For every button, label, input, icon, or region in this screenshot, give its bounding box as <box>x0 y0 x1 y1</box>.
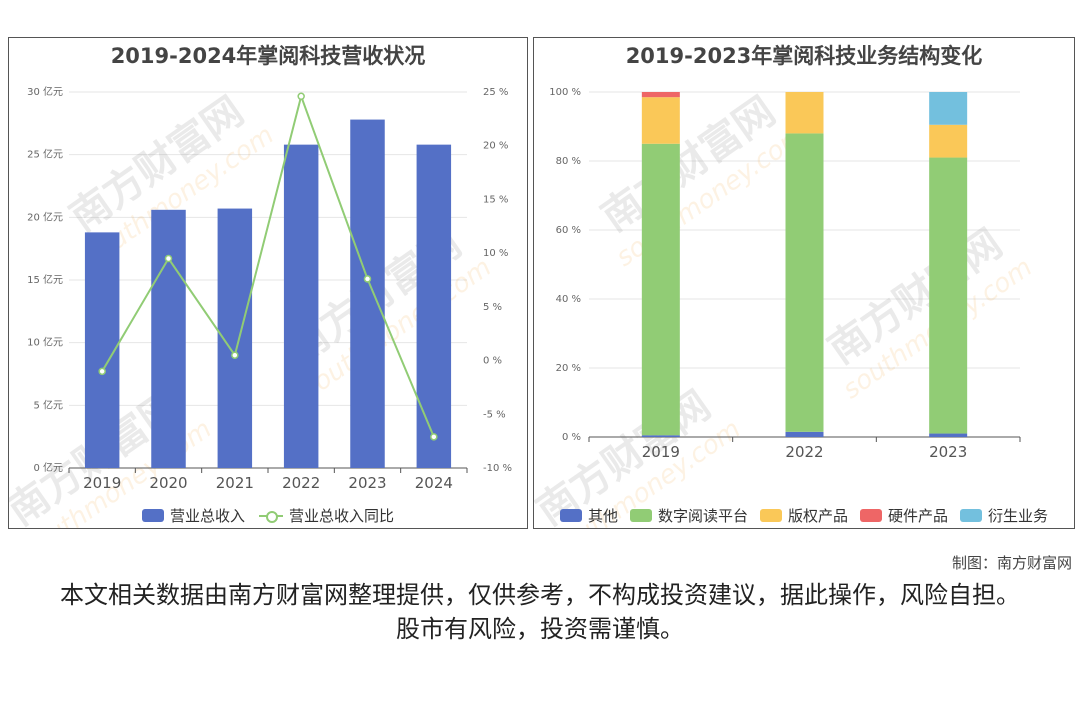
legend-swatch <box>860 509 882 522</box>
legend-line-icon <box>259 509 283 523</box>
legend-item-hardware[interactable]: 硬件产品 <box>860 505 948 526</box>
revenue-chart-svg: 0 亿元 5 亿元 10 亿元 15 亿元 20 亿元 25 亿元 30 亿元 -10 % -5… <box>9 85 512 528</box>
legend-swatch <box>759 509 782 522</box>
bar-revenue <box>416 144 452 468</box>
y-tick-label-right: 5 % <box>483 302 502 313</box>
bar-revenue <box>283 144 319 468</box>
y-tick-label-left: 0 亿元 <box>33 461 63 474</box>
stacked-bar-segment <box>929 124 968 158</box>
x-tick-label: 2020 <box>149 474 187 492</box>
x-tick-label: 2021 <box>216 474 254 492</box>
y-tick-label-right: 20 % <box>483 141 508 152</box>
y-tick-label-right: 25 % <box>483 87 508 98</box>
stacked-bar-segment <box>785 133 824 432</box>
y-tick-label-left: 30 亿元 <box>27 85 63 98</box>
chart-title: 2019-2023年掌阅科技业务结构变化 <box>625 44 983 68</box>
y-tick-label-left: 20 亿元 <box>27 210 63 223</box>
structure-chart-svg: 0 % 20 % 40 % 60 % 80 % 100 % 南方财富网southmoney.… <box>534 87 1038 528</box>
revenue-chart-panel: 2019-2024年掌阅科技营收状况 0 亿元 5 亿元 10 亿元 15 亿元 20 … <box>8 37 528 529</box>
x-tick-label: 2023 <box>348 474 386 492</box>
legend-label: 营业总收入同比 <box>289 507 395 525</box>
bar-revenue <box>151 209 186 468</box>
legend-label: 营业总收入 <box>169 507 245 525</box>
stacked-bar-segment <box>641 435 680 437</box>
y-tick-label-right: -5 % <box>483 409 506 420</box>
legend-label: 硬件产品 <box>888 507 949 525</box>
stacked-bar-segment <box>929 157 968 434</box>
legend-swatch <box>141 509 164 522</box>
legend-item-digital-reading[interactable]: 数字阅读平台 <box>629 505 748 526</box>
y-tick-label-left: 10 亿元 <box>27 336 63 349</box>
chart-credit: 制图：南方财富网 <box>951 554 1072 572</box>
y-tick-label: 20 % <box>556 363 581 374</box>
point-revenue-yoy <box>98 367 106 376</box>
x-tick-label: 2019 <box>83 474 121 492</box>
x-tick-label: 2023 <box>929 443 967 461</box>
stacked-bar-segment <box>641 143 680 436</box>
y-tick-label-right: 15 % <box>483 194 508 205</box>
point-revenue-yoy <box>164 254 173 263</box>
y-tick-label: 100 % <box>549 87 581 98</box>
stacked-bar-segment <box>785 92 824 134</box>
legend-label: 数字阅读平台 <box>657 507 748 525</box>
legend-label: 衍生业务 <box>988 507 1049 525</box>
legend-swatch <box>559 509 582 522</box>
x-tick-label: 2024 <box>415 474 453 492</box>
legend-item-derivative[interactable]: 衍生业务 <box>960 505 1048 526</box>
legend-item-revenue-yoy[interactable]: 营业总收入同比 <box>259 505 394 526</box>
point-revenue-yoy <box>430 433 438 441</box>
y-tick-label: 80 % <box>556 156 581 167</box>
y-tick-label: 40 % <box>556 294 581 305</box>
x-tick-label: 2019 <box>642 443 680 461</box>
business-structure-chart-panel: 2019-2023年掌阅科技业务结构变化 0 % 20 % 40 % 60 % 80 %… <box>533 37 1075 529</box>
chart-legend: 营业总收入 营业总收入同比 <box>9 505 527 526</box>
legend-label: 其他 <box>587 507 618 525</box>
y-tick-label: 0 % <box>562 432 581 443</box>
y-tick-label: 60 % <box>556 225 581 236</box>
legend-swatch <box>960 509 983 522</box>
y-tick-label-right: 10 % <box>483 248 508 259</box>
legend-item-copyright[interactable]: 版权产品 <box>759 505 848 526</box>
legend-item-revenue[interactable]: 营业总收入 <box>141 505 245 526</box>
bar-revenue <box>350 119 385 468</box>
legend-item-other[interactable]: 其他 <box>559 505 618 526</box>
stacked-bar-segment <box>785 431 824 437</box>
x-tick-label: 2022 <box>282 474 320 492</box>
stacked-bar-segment <box>929 433 968 437</box>
legend-swatch <box>629 509 652 522</box>
chart-title: 2019-2024年掌阅科技营收状况 <box>110 44 426 68</box>
point-revenue-yoy <box>363 275 372 283</box>
stacked-bar-segment <box>641 97 680 144</box>
legend-label: 版权产品 <box>787 507 848 525</box>
stacked-bar-segment <box>929 92 968 125</box>
x-tick-label: 2022 <box>785 443 823 461</box>
y-tick-label-left: 15 亿元 <box>27 273 63 286</box>
chart-legend: 其他 数字阅读平台 版权产品 硬件产品 衍生业务 <box>534 505 1074 526</box>
y-tick-label-right: 0 % <box>483 356 502 367</box>
y-tick-label-left: 25 亿元 <box>27 148 63 161</box>
point-revenue-yoy <box>231 351 239 359</box>
y-tick-label-right: -10 % <box>483 463 512 474</box>
point-revenue-yoy <box>297 92 305 101</box>
disclaimer-text: 本文相关数据由南方财富网整理提供，仅供参考，不构成投资建议，据此操作，风险自担。… <box>60 581 1020 643</box>
y-tick-label-left: 5 亿元 <box>33 398 63 411</box>
stacked-bar-segment <box>641 92 680 98</box>
line-revenue-yoy <box>101 92 435 438</box>
